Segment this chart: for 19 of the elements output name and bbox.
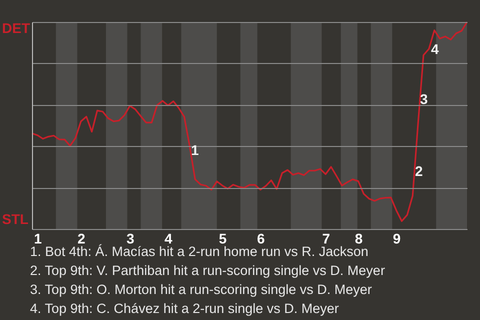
x-tick-label: 9 — [392, 230, 401, 246]
x-tick-label: 3 — [126, 230, 134, 246]
text: 2. Top 9th: V. Parthiban hit a run-scoring single vs D. Meyer — [30, 262, 385, 280]
x-tick-label: 6 — [256, 230, 265, 246]
x-tick-label: 8 — [354, 230, 363, 246]
annotation: 4 — [431, 41, 439, 57]
text: DET — [2, 20, 30, 36]
x-tick-label: 4 — [164, 230, 173, 246]
text: STL — [2, 211, 28, 227]
x-tick-label: 7 — [322, 230, 330, 246]
x-tick-label: 2 — [78, 230, 86, 246]
text: 4. Top 9th: C. Chávez hit a 2-run single vs D. Meyer — [30, 300, 340, 318]
text: 1. Bot 4th: Á. Macías hit a 2-run home run vs R. Jackson — [30, 244, 370, 261]
x-tick-label: 5 — [218, 230, 227, 246]
annotation: 1 — [191, 142, 199, 158]
x-tick-label: 1 — [34, 230, 42, 246]
annotation: 2 — [415, 163, 423, 179]
text: 3. Top 9th: O. Morton hit a run-scoring single vs D. Meyer — [30, 281, 373, 299]
annotation: 3 — [420, 91, 428, 107]
